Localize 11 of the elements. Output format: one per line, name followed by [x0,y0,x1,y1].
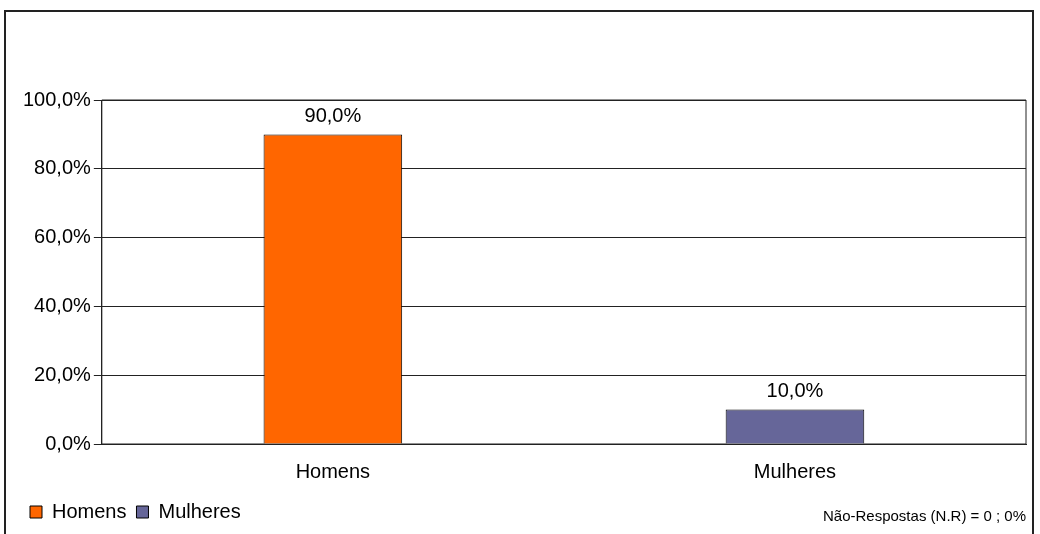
y-tick-label: 0,0% [45,431,92,454]
legend-label: Homens [52,499,127,522]
legend-label: Mulheres [158,499,241,522]
data-label: 10,0% [766,379,824,402]
y-tick-label: 40,0% [34,293,92,316]
y-tick-label: 20,0% [34,362,92,385]
y-tick-label: 100,0% [22,87,92,110]
y-tick-label: 60,0% [34,225,92,248]
text: Não-Respostas (N.R) = 0 ; 0% [823,507,1026,524]
y-tick-label: 80,0% [34,156,92,179]
data-label: 90,0% [304,103,362,126]
